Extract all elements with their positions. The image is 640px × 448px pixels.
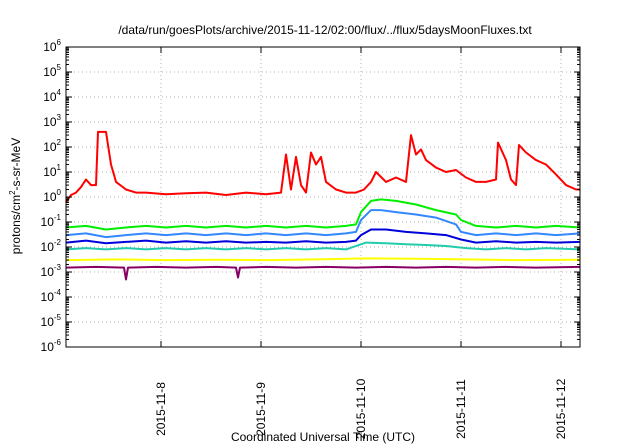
- y-tick-base: 10: [43, 65, 57, 79]
- y-tick-exponent: -6: [54, 338, 62, 347]
- y-tick-label: 10-1: [41, 213, 62, 229]
- series-line-5: [65, 241, 581, 251]
- y-tick-label: 10-6: [41, 338, 62, 354]
- grid: [66, 47, 580, 347]
- y-tick-label: 10-5: [41, 313, 62, 329]
- y-axis-label-main: protons/cm: [9, 195, 23, 254]
- y-tick-label: 102: [43, 138, 61, 154]
- y-tick-exponent: 4: [57, 88, 62, 97]
- y-tick-label: 106: [43, 38, 61, 54]
- y-tick-base: 10: [43, 115, 57, 129]
- y-tick-base: 10: [41, 315, 55, 329]
- series-group: [65, 130, 581, 281]
- x-tick-label: 2015-11-11: [454, 379, 468, 439]
- x-tick-label: 2015-11-10: [354, 378, 368, 439]
- y-tick-base: 10: [43, 40, 57, 54]
- y-tick-base: 10: [43, 90, 57, 104]
- y-tick-base: 10: [41, 340, 55, 354]
- y-axis-label-units: -s-sr-MeV: [9, 138, 23, 191]
- y-tick-base: 10: [41, 215, 55, 229]
- y-tick-base: 10: [43, 140, 57, 154]
- y-tick-label: 101: [43, 163, 61, 179]
- x-tick-label: 2015-11-8: [154, 382, 168, 436]
- series-line-6: [65, 257, 581, 262]
- y-axis: 10-610-510-410-310-210-11001011021031041…: [41, 38, 580, 354]
- y-tick-base: 10: [41, 240, 55, 254]
- y-tick-base: 10: [43, 165, 57, 179]
- y-tick-exponent: -1: [54, 213, 62, 222]
- y-tick-label: 105: [43, 63, 61, 79]
- y-tick-label: 10-3: [41, 263, 62, 279]
- y-tick-exponent: 5: [57, 63, 62, 72]
- series-line-7: [65, 265, 581, 281]
- y-tick-base: 10: [43, 190, 57, 204]
- series-line-3: [65, 209, 581, 239]
- series-line-2: [65, 198, 581, 231]
- series-line-1: [65, 130, 580, 204]
- y-tick-label: 100: [43, 188, 61, 204]
- y-tick-exponent: -4: [54, 288, 62, 297]
- x-tick-label: 2015-11-12: [554, 378, 568, 439]
- y-tick-exponent: -2: [54, 238, 62, 247]
- y-tick-exponent: -3: [54, 263, 62, 272]
- y-tick-exponent: 2: [57, 138, 62, 147]
- series-line-4: [65, 228, 581, 245]
- y-tick-label: 104: [43, 88, 61, 104]
- x-axis: 2015-11-8 2015-11-9 2015-11-10 2015-11-11 20…: [154, 47, 568, 439]
- y-tick-exponent: 1: [57, 163, 62, 172]
- y-tick-exponent: 0: [57, 188, 62, 197]
- x-axis-label: Coordinated Universal Time (UTC): [231, 430, 415, 444]
- x-tick-label: 2015-11-9: [254, 382, 268, 436]
- chart-title: /data/run/goesPlots/archive/2015-11-12/0…: [118, 23, 532, 37]
- y-tick-base: 10: [41, 290, 55, 304]
- y-tick-exponent: 3: [57, 113, 62, 122]
- y-tick-base: 10: [41, 265, 55, 279]
- y-tick-exponent: 6: [57, 38, 62, 47]
- y-tick-exponent: -5: [54, 313, 62, 322]
- y-axis-label-superscript: 2: [8, 190, 17, 195]
- y-tick-label: 103: [43, 113, 61, 129]
- y-tick-label: 10-2: [41, 238, 62, 254]
- y-tick-label: 10-4: [41, 288, 62, 304]
- y-axis-label: protons/cm2-s-sr-MeV: [8, 138, 23, 254]
